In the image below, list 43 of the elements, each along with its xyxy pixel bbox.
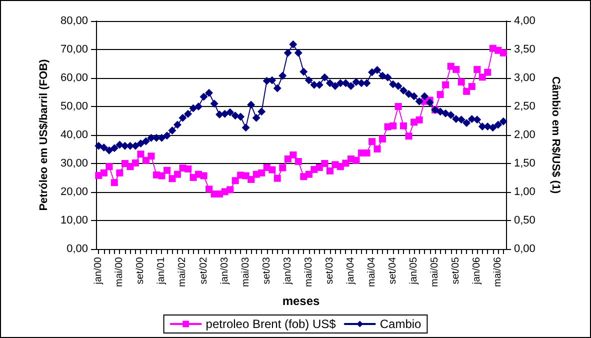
x-tick-label: set/03 (324, 256, 336, 284)
y-tick-label: 10,00 (60, 214, 88, 226)
x-tick-label: jan/03 (282, 256, 294, 286)
x-axis-title: meses (282, 294, 320, 308)
y2-tick-label: 4,00 (514, 15, 536, 27)
x-tick-label: mai/02 (177, 256, 188, 288)
x-tick-label: set/03 (261, 256, 272, 284)
y-tick-label: 0,00 (66, 243, 88, 255)
x-tick-label: set/00 (135, 256, 146, 284)
y2-tick-label: 2,00 (514, 129, 536, 141)
y2-tick-label: 2,50 (514, 100, 536, 112)
y2-axis-title: Câmbio em R$/US$ (1) (550, 76, 562, 194)
x-tick-label: mai/03 (303, 256, 314, 288)
y2-tick-label: 3,00 (514, 72, 536, 84)
y-tick-label: 80,00 (60, 15, 88, 27)
x-tick-label: set/05 (450, 256, 462, 284)
y2-tick-label: 1,00 (514, 186, 536, 198)
x-tick-label: set/02 (198, 256, 210, 284)
y2-tick-label: 3,50 (514, 44, 536, 56)
y-tick-label: 40,00 (60, 129, 88, 141)
x-tick-label: mai/03 (240, 256, 252, 288)
x-tick-label: jan/05 (408, 256, 420, 286)
x-tick-label: jan/04 (345, 256, 356, 286)
y-tick-label: 70,00 (60, 44, 88, 56)
x-tick-label: mai/00 (114, 256, 126, 288)
x-tick-label: mai/05 (430, 256, 441, 288)
y2-tick-label: 0,50 (514, 214, 536, 226)
y2-tick-label: 0,00 (514, 243, 536, 255)
legend-label: petroleo Brent (fob) US$ (206, 317, 336, 331)
x-tick-label: jan/03 (219, 256, 230, 286)
y-tick-label: 20,00 (60, 186, 88, 198)
x-tick-label: set/04 (387, 256, 398, 284)
x-tick-label: mai/04 (366, 256, 378, 288)
y-tick-label: 50,00 (60, 100, 88, 112)
x-tick-label: mai/06 (492, 256, 504, 288)
x-tick-label: jan/06 (472, 256, 483, 286)
x-tick-label: jan/00 (93, 256, 104, 286)
legend-label: Cambio (380, 317, 422, 331)
y-tick-label: 30,00 (60, 158, 88, 170)
x-tick-label: jan/01 (156, 256, 168, 286)
y-axis-title: Petróleo em US$/barril (FOB) (38, 58, 50, 211)
y-tick-label: 60,00 (60, 72, 88, 84)
y2-tick-label: 1,50 (514, 158, 536, 170)
